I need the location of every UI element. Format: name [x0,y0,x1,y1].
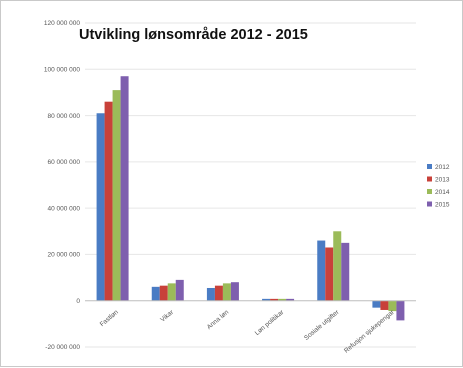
y-tick-label: 100 000 000 [44,66,81,73]
bars [96,76,405,321]
y-tick-label: 60 000 000 [47,159,80,166]
bar-2014-1 [112,90,121,301]
bar-2013-2 [159,285,168,301]
legend-swatch [427,176,432,182]
bar-2013-6 [380,300,389,310]
y-tick-label: 40 000 000 [47,205,80,212]
y-tick-label: 0 [76,298,80,305]
bar-2015-6 [396,300,405,321]
legend-swatch [427,189,432,194]
bar-2012-3 [206,287,215,301]
bar-2013-4 [270,298,279,301]
x-axis-tick-labels: Fastløn Vikar Anna løn Løn politikar Sosiale… [99,308,397,354]
bar-2013-1 [104,101,113,301]
legend-entry: 2015 [435,202,450,209]
legend-entry: 2014 [435,189,450,196]
legend-swatch [427,201,432,207]
bar-2013-5 [325,247,334,301]
bar-2012-1 [96,113,105,301]
legend-swatch [427,164,432,169]
gridlines [85,22,416,348]
bar-2012-6 [372,300,381,308]
y-axis-tick-labels: 120 000 000 100 000 000 80 000 000 60 000 0… [44,20,81,351]
bar-2012-5 [317,240,326,301]
bar-2015-4 [286,298,295,301]
bar-2014-3 [222,283,231,301]
x-tick-label: Vikar [159,308,175,323]
legend: 2012 2013 2014 2015 [427,164,450,209]
bar-2014-4 [278,298,287,301]
bar-2014-6 [388,300,397,312]
x-tick-label: Fastløn [99,309,120,329]
y-tick-label: 20 000 000 [47,252,80,259]
x-tick-label: Løn politikar [254,308,286,337]
bar-2015-3 [230,282,239,301]
bar-2015-1 [120,76,129,301]
bar-2012-2 [151,286,160,301]
bar-2015-2 [175,279,184,301]
bar-2014-5 [333,231,342,301]
x-tick-label: Refusjon sjukepengar [343,308,396,354]
y-tick-label: 80 000 000 [47,113,80,120]
bar-2013-3 [214,285,223,301]
x-tick-label: Sosiale utgifter [303,308,341,342]
legend-entry: 2012 [435,164,450,171]
bar-2015-5 [341,242,350,301]
chart-title: Utvikling lønsområde 2012 - 2015 [79,27,308,43]
x-tick-label: Anna løn [206,309,231,331]
bar-2014-2 [167,283,176,301]
bar-2012-4 [262,298,271,301]
legend-entry: 2013 [435,177,450,184]
y-tick-label: -20 000 000 [45,344,80,351]
y-tick-label: 120 000 000 [44,20,81,27]
